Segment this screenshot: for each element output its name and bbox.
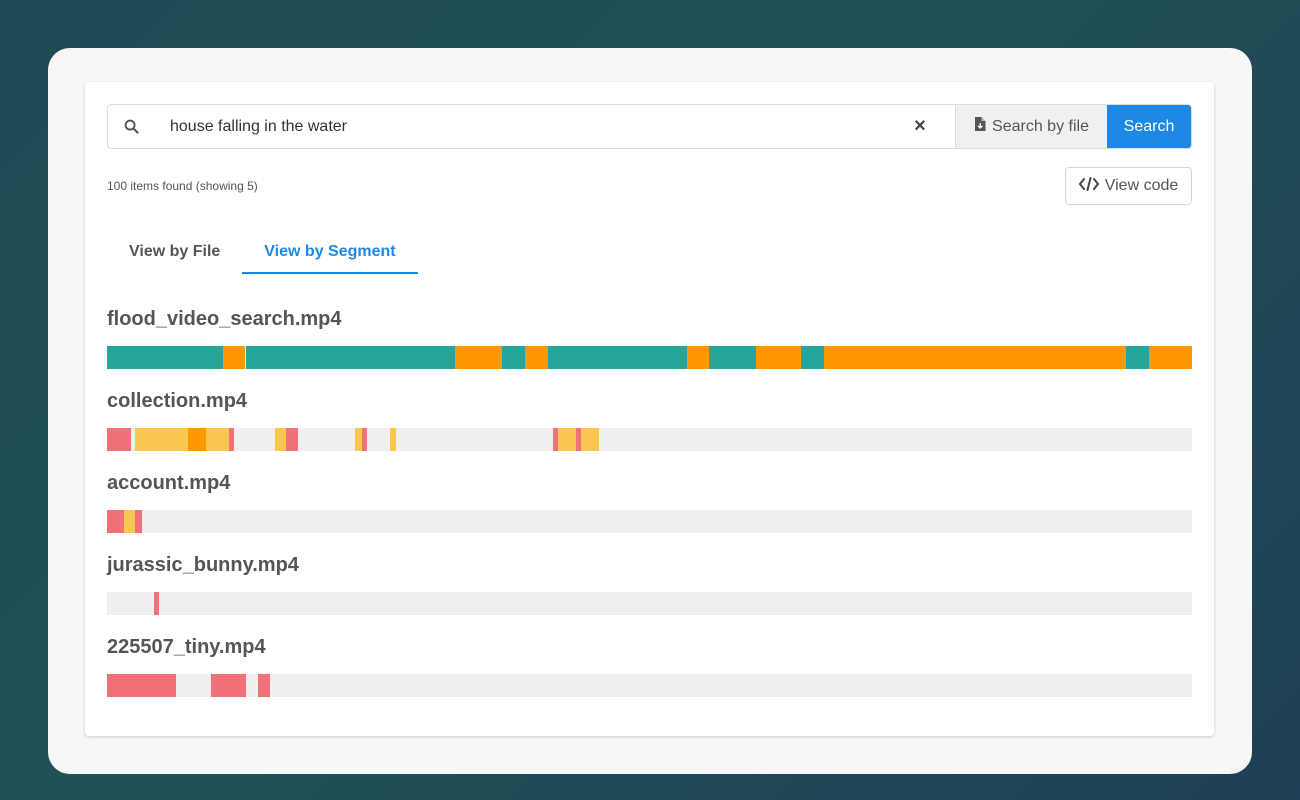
file-icon: [974, 117, 986, 136]
timeline-segment[interactable]: [1148, 346, 1192, 369]
view-tabs: View by File View by Segment: [107, 232, 418, 274]
search-button[interactable]: Search: [1107, 105, 1191, 148]
timeline-segment[interactable]: [524, 346, 548, 369]
segment-timeline[interactable]: [107, 346, 1192, 369]
segment-timeline[interactable]: [107, 592, 1192, 615]
timeline-segment[interactable]: [107, 346, 224, 369]
close-icon: ×: [914, 115, 926, 137]
search-icon: [108, 119, 154, 134]
timeline-segment[interactable]: [245, 346, 456, 369]
file-name[interactable]: collection.mp4: [107, 390, 248, 412]
timeline-segment[interactable]: [257, 674, 270, 697]
timeline-segment[interactable]: [107, 674, 177, 697]
timeline-segment[interactable]: [211, 674, 246, 697]
timeline-segment[interactable]: [581, 428, 599, 451]
search-input-wrap: [108, 105, 885, 148]
file-name[interactable]: jurassic_bunny.mp4: [107, 554, 299, 576]
timeline-segment[interactable]: [107, 428, 131, 451]
file-name[interactable]: 225507_tiny.mp4: [107, 636, 266, 658]
segment-timeline[interactable]: [107, 510, 1192, 533]
file-row: account.mp4: [107, 470, 1192, 533]
segment-timeline[interactable]: [107, 674, 1192, 697]
code-icon: [1078, 176, 1099, 196]
segment-timeline[interactable]: [107, 428, 1192, 451]
file-name[interactable]: flood_video_search.mp4: [107, 308, 342, 330]
timeline-segment[interactable]: [687, 346, 710, 369]
timeline-segment[interactable]: [824, 346, 1126, 369]
view-code-button[interactable]: View code: [1065, 167, 1192, 205]
file-row: collection.mp4: [107, 388, 1192, 451]
file-row: flood_video_search.mp4: [107, 306, 1192, 369]
timeline-segment[interactable]: [223, 346, 245, 369]
timeline-segment[interactable]: [547, 346, 688, 369]
timeline-segment[interactable]: [135, 428, 189, 451]
timeline-segment[interactable]: [455, 346, 502, 369]
timeline-segment[interactable]: [135, 510, 142, 533]
tab-view-by-file[interactable]: View by File: [129, 243, 221, 260]
file-row: jurassic_bunny.mp4: [107, 552, 1192, 615]
timeline-segment[interactable]: [286, 428, 298, 451]
timeline-segment[interactable]: [575, 428, 582, 451]
timeline-segment[interactable]: [153, 592, 160, 615]
timeline-segment[interactable]: [552, 428, 559, 451]
timeline-segment[interactable]: [361, 428, 368, 451]
timeline-segment[interactable]: [205, 428, 229, 451]
timeline-segment[interactable]: [1125, 346, 1149, 369]
timeline-segment[interactable]: [107, 510, 125, 533]
timeline-segment[interactable]: [501, 346, 525, 369]
search-bar: × Search by file Search: [107, 104, 1192, 149]
timeline-segment[interactable]: [355, 428, 362, 451]
timeline-segment[interactable]: [124, 510, 136, 533]
clear-search-button[interactable]: ×: [885, 105, 955, 148]
timeline-segment[interactable]: [275, 428, 287, 451]
timeline-segment[interactable]: [801, 346, 825, 369]
search-by-file-label: Search by file: [992, 117, 1089, 135]
timeline-segment[interactable]: [228, 428, 234, 451]
file-name[interactable]: account.mp4: [107, 472, 231, 494]
file-row: 225507_tiny.mp4: [107, 634, 1192, 697]
search-button-label: Search: [1123, 117, 1175, 135]
timeline-segment[interactable]: [755, 346, 802, 369]
view-code-label: View code: [1104, 177, 1179, 194]
results-count: 100 items found (showing 5): [107, 179, 258, 193]
timeline-segment[interactable]: [558, 428, 576, 451]
timeline-segment[interactable]: [709, 346, 756, 369]
timeline-segment[interactable]: [188, 428, 206, 451]
tab-view-by-segment[interactable]: View by Segment: [242, 232, 418, 274]
search-results-card: × Search by file Search 100 items found …: [85, 82, 1214, 736]
timeline-segment[interactable]: [390, 428, 396, 451]
search-by-file-button[interactable]: Search by file: [955, 105, 1107, 148]
search-input[interactable]: [154, 105, 885, 148]
